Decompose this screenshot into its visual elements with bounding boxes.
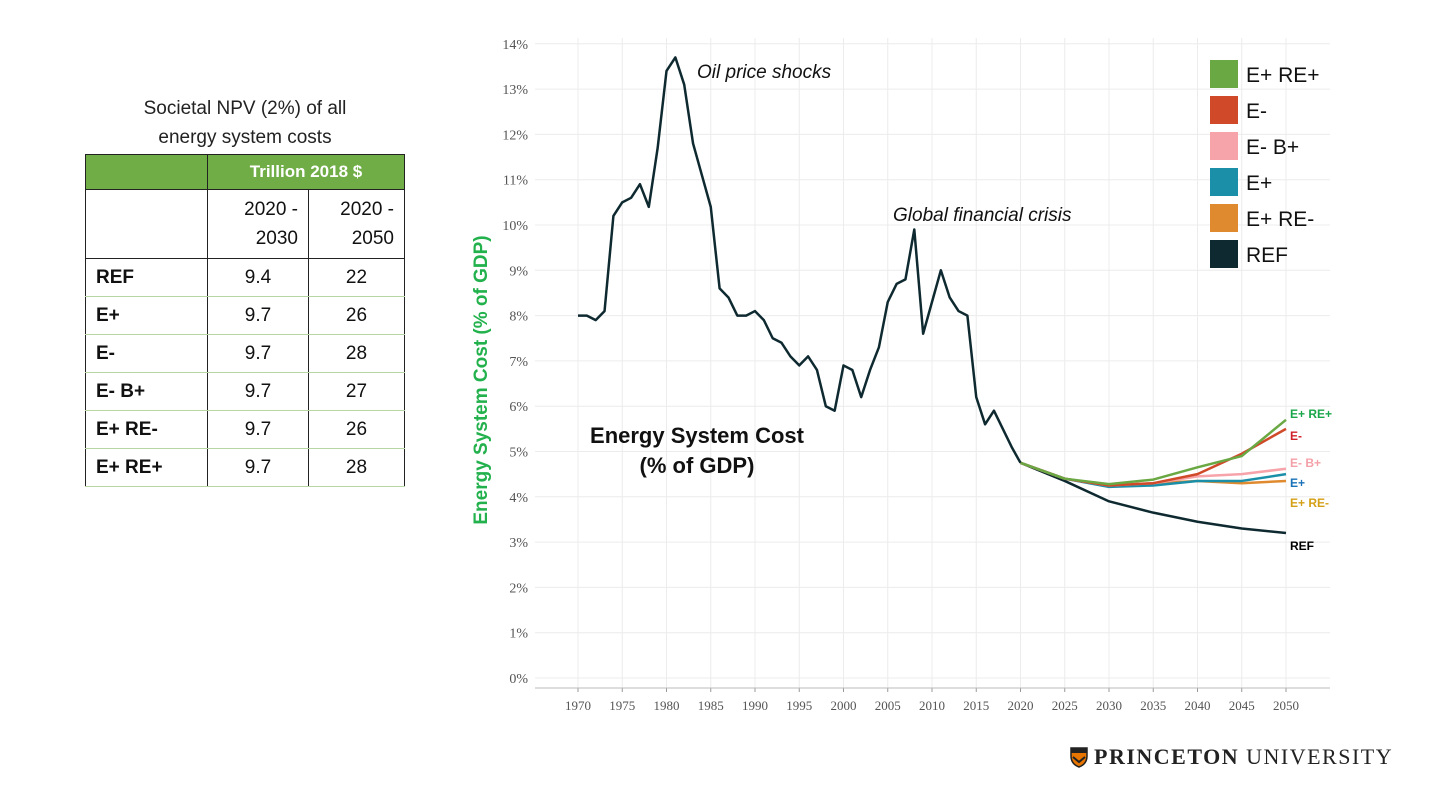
- cell-v2050: 26: [308, 410, 405, 449]
- series-end-label: E+ RE+: [1290, 407, 1332, 421]
- table-title-line2: energy system costs: [158, 127, 332, 148]
- y-tick-label: 10%: [502, 219, 528, 234]
- legend-label: REF: [1246, 244, 1288, 267]
- y-tick-label: 6%: [509, 400, 528, 415]
- cell-v2030: 9.7: [207, 410, 309, 449]
- inner-title-line2: (% of GDP): [640, 453, 755, 478]
- legend-label: E+ RE+: [1246, 64, 1320, 87]
- x-tick-label: 2040: [1185, 698, 1211, 713]
- unit-header: Trillion 2018 $: [207, 154, 405, 190]
- y-tick-label: 12%: [502, 128, 528, 143]
- cell-v2030: 9.7: [207, 372, 309, 411]
- cell-v2050: 26: [308, 296, 405, 335]
- y-axis-label: Energy System Cost (% of GDP): [471, 235, 492, 524]
- x-tick-label: 2000: [831, 698, 857, 713]
- shield-icon: [1070, 747, 1088, 768]
- x-tick-label: 2015: [963, 698, 989, 713]
- series-end-label: E- B+: [1290, 456, 1321, 470]
- y-tick-label: 11%: [503, 174, 528, 189]
- y-tick-label: 13%: [502, 83, 528, 98]
- x-tick-label: 1995: [786, 698, 812, 713]
- logo-bold: PRINCETON: [1094, 744, 1240, 769]
- period-row: 2020 - 2030 2020 - 2050: [85, 189, 405, 259]
- legend-swatch: [1210, 204, 1238, 232]
- x-tick-label: 1985: [698, 698, 724, 713]
- y-tick-label: 1%: [509, 627, 528, 642]
- table-title: Societal NPV (2%) of all energy system c…: [85, 94, 405, 152]
- series-end-label: E-: [1290, 429, 1302, 443]
- period-2050: 2020 - 2050: [308, 189, 405, 259]
- legend-swatch: [1210, 60, 1238, 88]
- series-end-label: REF: [1290, 539, 1314, 553]
- x-tick-label: 1990: [742, 698, 768, 713]
- y-tick-label: 4%: [509, 491, 528, 506]
- annotation: Oil price shocks: [697, 62, 832, 83]
- x-tick-label: 2020: [1008, 698, 1034, 713]
- legend-label: E- B+: [1246, 136, 1299, 159]
- x-tick-label: 2010: [919, 698, 945, 713]
- table-header-row: Trillion 2018 $: [85, 154, 405, 190]
- y-tick-label: 2%: [509, 581, 528, 596]
- cell-scenario: E+: [85, 296, 208, 335]
- y-tick-label: 9%: [509, 264, 528, 279]
- x-tick-label: 1980: [654, 698, 680, 713]
- legend-label: E+: [1246, 172, 1272, 195]
- series-line-e-re-: [1020, 418, 1287, 486]
- y-tick-label: 7%: [509, 355, 528, 370]
- table-title-line1: Societal NPV (2%) of all: [143, 98, 347, 119]
- legend-swatch: [1210, 96, 1238, 124]
- x-tick-label: 2030: [1096, 698, 1122, 713]
- series-end-label: E+: [1290, 476, 1305, 490]
- legend-swatch: [1210, 132, 1238, 160]
- y-tick-label: 3%: [509, 536, 528, 551]
- cell-scenario: E+ RE+: [85, 448, 208, 487]
- series-line-ref: [1020, 461, 1287, 535]
- x-tick-label: 2005: [875, 698, 901, 713]
- x-tick-label: 1975: [609, 698, 635, 713]
- cell-v2050: 22: [308, 258, 405, 297]
- x-tick-label: 2035: [1140, 698, 1166, 713]
- annotation: Global financial crisis: [893, 205, 1072, 226]
- cell-v2050: 27: [308, 372, 405, 411]
- period-2030-label: 2020 - 2030: [244, 199, 298, 249]
- inner-title-line1: Energy System Cost: [590, 423, 805, 448]
- x-tick-label: 1970: [565, 698, 591, 713]
- series-end-label: E+ RE-: [1290, 496, 1329, 510]
- cell-v2050: 28: [308, 448, 405, 487]
- period-2050-label: 2020 - 2050: [340, 199, 394, 249]
- legend-swatch: [1210, 240, 1238, 268]
- legend-label: E-: [1246, 100, 1267, 123]
- y-tick-label: 14%: [502, 38, 528, 53]
- table-row: E+ RE- 9.7 26: [85, 410, 405, 449]
- legend-label: E+ RE-: [1246, 208, 1314, 231]
- y-tick-label: 0%: [509, 672, 528, 687]
- princeton-logo: PRINCETON UNIVERSITY: [1070, 744, 1393, 770]
- x-tick-label: 2025: [1052, 698, 1078, 713]
- x-tick-label: 2045: [1229, 698, 1255, 713]
- y-tick-label: 5%: [509, 446, 528, 461]
- y-tick-label: 8%: [509, 310, 528, 325]
- header-empty-cell: [85, 154, 208, 190]
- legend-swatch: [1210, 168, 1238, 196]
- history-line: [578, 56, 1022, 464]
- x-tick-label: 2050: [1273, 698, 1299, 713]
- logo-light: UNIVERSITY: [1246, 744, 1394, 769]
- table-row: E+ 9.7 26: [85, 296, 405, 335]
- cell-scenario: E+ RE-: [85, 410, 208, 449]
- npv-table: Trillion 2018 $ 2020 - 2030 2020 - 2050 …: [85, 154, 405, 487]
- table-row: E+ RE+ 9.7 28: [85, 448, 405, 487]
- cell-v2030: 9.7: [207, 448, 309, 487]
